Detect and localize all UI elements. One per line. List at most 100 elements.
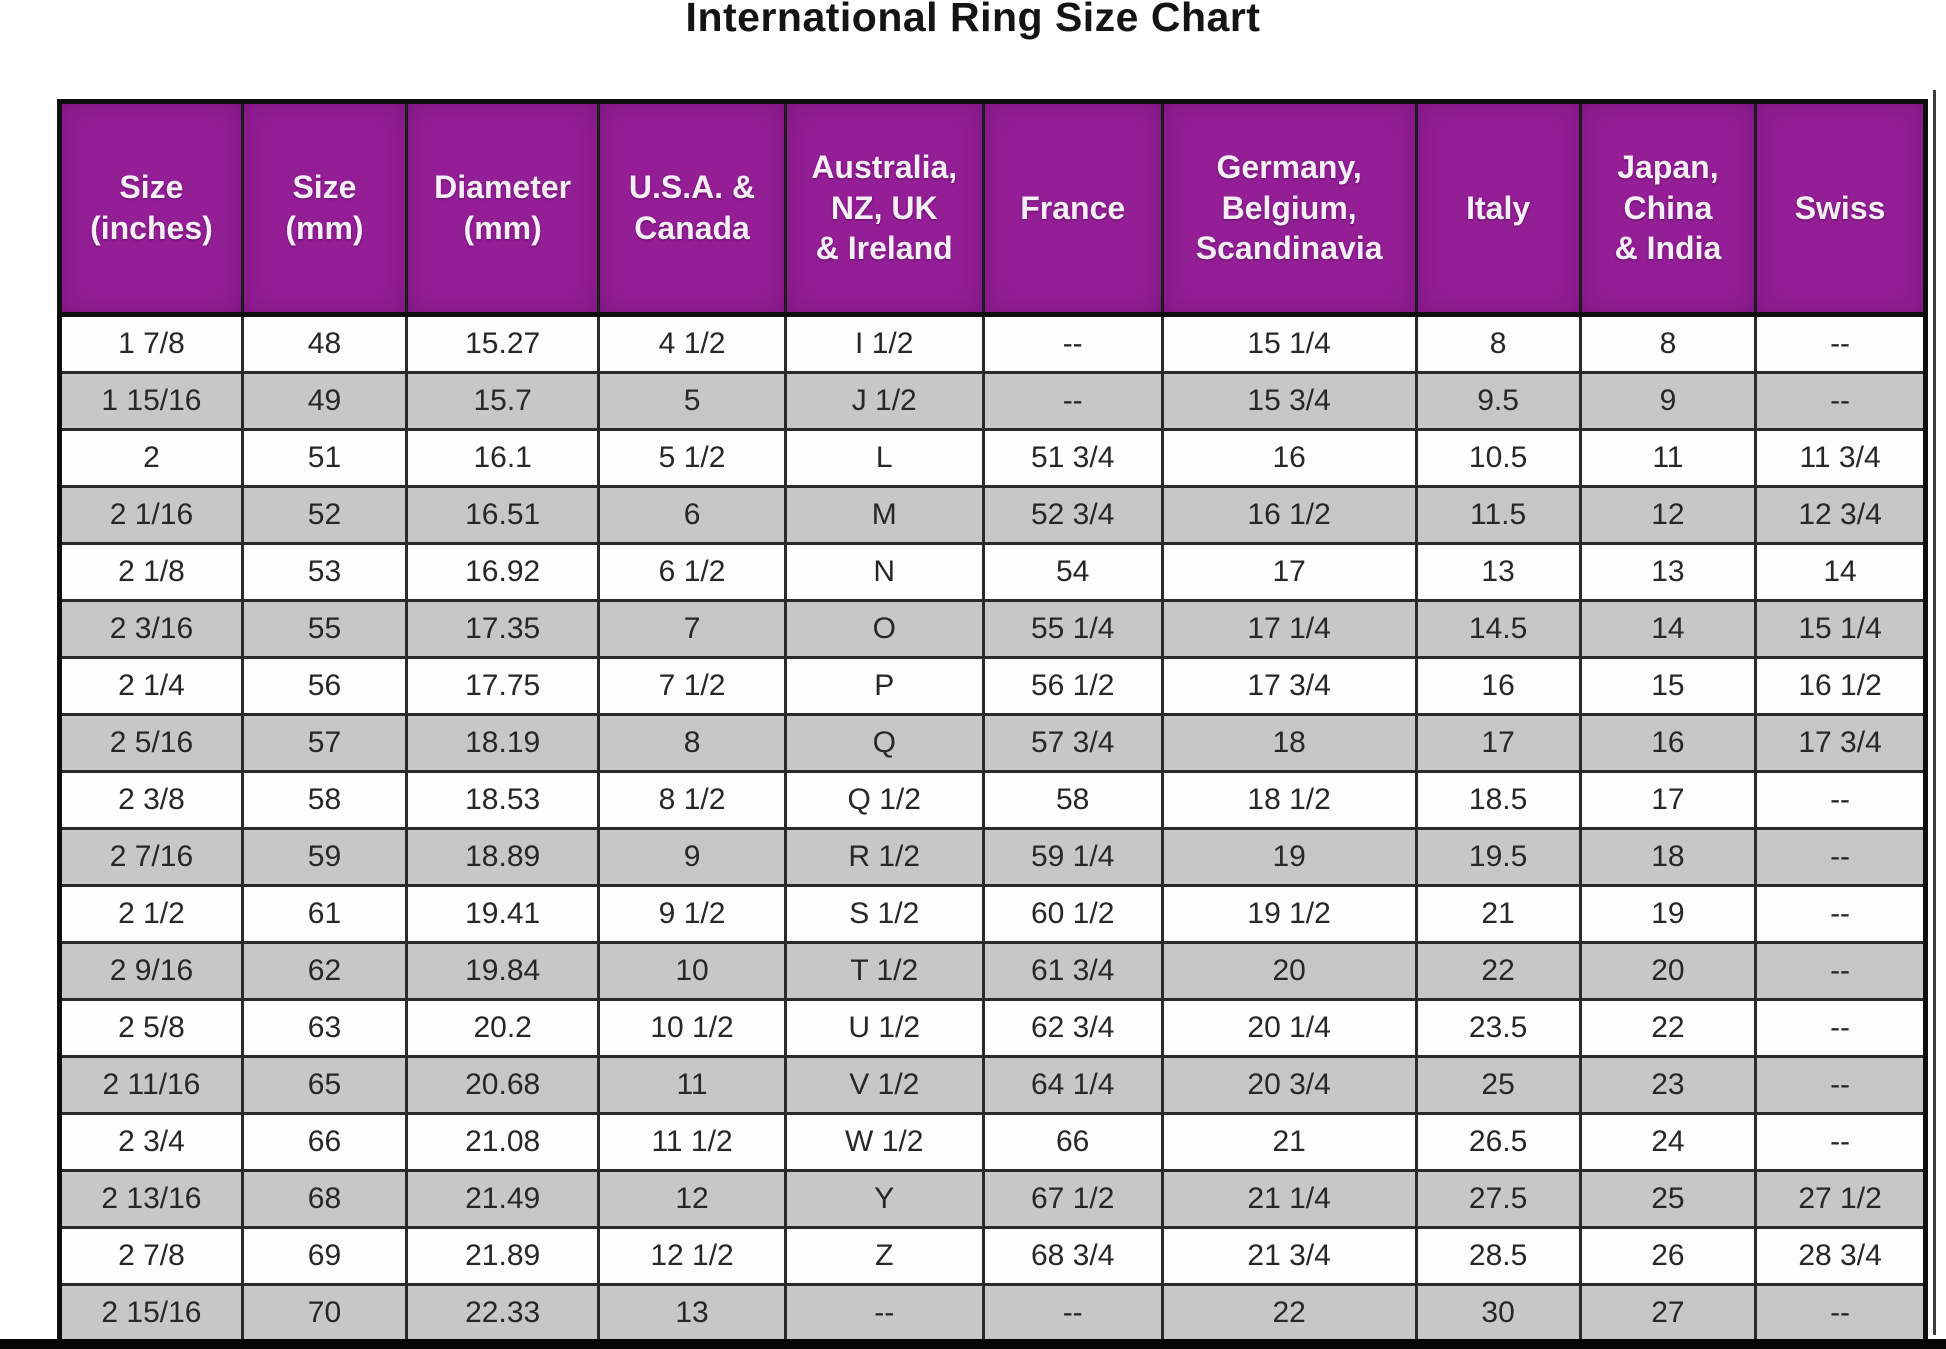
table-row: 2 1/2 61 19.41 9 1/2 S 1/2 60 1/2 19 1/2 21 19 -- — [58, 884, 1927, 944]
table-cell: 28.5 — [1414, 1226, 1582, 1286]
table-cell: 22 — [1414, 941, 1582, 1001]
table-cell: 9 — [597, 827, 787, 887]
table-cell: 27 — [1578, 1283, 1758, 1344]
table-cell: 20.2 — [405, 998, 601, 1058]
table-row: 2 7/8 69 21.89 12 1/2 Z 68 3/4 21 3/4 28.5 26 28 … — [58, 1226, 1927, 1286]
table-cell: 26.5 — [1414, 1112, 1582, 1172]
table-cell: 21 1/4 — [1160, 1169, 1418, 1229]
table-cell: 8 — [597, 713, 787, 773]
table-cell: 2 7/8 — [58, 1226, 244, 1286]
table-row: 2 3/4 66 21.08 11 1/2 W 1/2 66 21 26.5 24 -- — [58, 1112, 1927, 1172]
table-body: 1 7/8 48 15.27 4 1/2 I 1/2 -- 15 1/4 8 8 -- 1 15/1… — [58, 313, 1927, 1344]
table-cell: 21 — [1160, 1112, 1418, 1172]
table-cell: 22.33 — [405, 1283, 601, 1344]
table-cell: 57 3/4 — [981, 713, 1164, 773]
table-cell: 59 — [240, 827, 409, 887]
table-row: 2 3/8 58 18.53 8 1/2 Q 1/2 58 18 1/2 18.5 17 -- — [58, 770, 1927, 830]
table-cell: 13 — [597, 1283, 787, 1344]
table-cell: 15 1/4 — [1160, 313, 1418, 374]
header-cell-9: Swiss — [1754, 100, 1927, 317]
table-cell: 10.5 — [1414, 428, 1582, 488]
table-cell: 18 — [1160, 713, 1418, 773]
table-cell: 21 3/4 — [1160, 1226, 1418, 1286]
table-row: 2 7/16 59 18.89 9 R 1/2 59 1/4 19 19.5 18 -- — [58, 827, 1927, 887]
table-cell: 20 — [1578, 941, 1758, 1001]
table-cell: 2 3/4 — [58, 1112, 244, 1172]
table-cell: N — [783, 542, 985, 602]
table-cell: 2 3/8 — [58, 770, 244, 830]
table-cell: L — [783, 428, 985, 488]
table-cell: 10 1/2 — [597, 998, 787, 1058]
header-cell-5: France — [981, 100, 1164, 317]
table-cell: 2 3/16 — [58, 599, 244, 659]
table-cell: 11 3/4 — [1754, 428, 1927, 488]
table-cell: 14 — [1578, 599, 1758, 659]
table-cell: R 1/2 — [783, 827, 985, 887]
table-cell: 12 — [597, 1169, 787, 1229]
table-cell: -- — [1754, 371, 1927, 431]
table-cell: 69 — [240, 1226, 409, 1286]
table-cell: 17 3/4 — [1754, 713, 1927, 773]
table-cell: -- — [981, 371, 1164, 431]
table-cell: 17.75 — [405, 656, 601, 716]
table-cell: U 1/2 — [783, 998, 985, 1058]
table-cell: 2 9/16 — [58, 941, 244, 1001]
table-cell: 9.5 — [1414, 371, 1582, 431]
table-cell: -- — [1754, 1283, 1927, 1344]
table-cell: 56 1/2 — [981, 656, 1164, 716]
table-row: 2 11/16 65 20.68 11 V 1/2 64 1/4 20 3/4 25 23 -- — [58, 1055, 1927, 1115]
table-cell: 58 — [981, 770, 1164, 830]
table-cell: 17 — [1160, 542, 1418, 602]
table-cell: S 1/2 — [783, 884, 985, 944]
table-cell: 23.5 — [1414, 998, 1582, 1058]
table-cell: 53 — [240, 542, 409, 602]
table-cell: 18.5 — [1414, 770, 1582, 830]
header-cell-1: Size (mm) — [240, 100, 409, 317]
table-cell: 20 3/4 — [1160, 1055, 1418, 1115]
table-cell: 16 — [1578, 713, 1758, 773]
right-edge-line — [1933, 90, 1936, 1335]
table-row: 2 1/4 56 17.75 7 1/2 P 56 1/2 17 3/4 16 15 16 1/2 — [58, 656, 1927, 716]
table-cell: P — [783, 656, 985, 716]
table-cell: 60 1/2 — [981, 884, 1164, 944]
table-cell: -- — [981, 313, 1164, 374]
table-cell: 55 1/4 — [981, 599, 1164, 659]
table-cell: 17 1/4 — [1160, 599, 1418, 659]
table-cell: -- — [1754, 313, 1927, 374]
table-cell: 14 — [1754, 542, 1927, 602]
table-cell: 17.35 — [405, 599, 601, 659]
table-cell: Z — [783, 1226, 985, 1286]
table-cell: 49 — [240, 371, 409, 431]
table-row: 2 9/16 62 19.84 10 T 1/2 61 3/4 20 22 20 -- — [58, 941, 1927, 1001]
table-row: 2 3/16 55 17.35 7 O 55 1/4 17 1/4 14.5 14 15 1/4 — [58, 599, 1927, 659]
table-row: 2 1/8 53 16.92 6 1/2 N 54 17 13 13 14 — [58, 542, 1927, 602]
table-cell: 16 — [1414, 656, 1582, 716]
table-cell: T 1/2 — [783, 941, 985, 1001]
table-cell: 16 1/2 — [1754, 656, 1927, 716]
table-row: 1 7/8 48 15.27 4 1/2 I 1/2 -- 15 1/4 8 8 -- — [58, 313, 1927, 374]
table-cell: 8 — [1578, 313, 1758, 374]
header-cell-6: Germany, Belgium, Scandinavia — [1160, 100, 1418, 317]
table-cell: 22 — [1578, 998, 1758, 1058]
table-cell: I 1/2 — [783, 313, 985, 374]
table-cell: 62 — [240, 941, 409, 1001]
table-cell: 16.92 — [405, 542, 601, 602]
table-cell: 61 3/4 — [981, 941, 1164, 1001]
table-cell: V 1/2 — [783, 1055, 985, 1115]
table-cell: 56 — [240, 656, 409, 716]
table-cell: 28 3/4 — [1754, 1226, 1927, 1286]
table-cell: 19 1/2 — [1160, 884, 1418, 944]
table-cell: 12 3/4 — [1754, 485, 1927, 545]
table-cell: 25 — [1578, 1169, 1758, 1229]
table-cell: 13 — [1414, 542, 1582, 602]
table-cell: 11.5 — [1414, 485, 1582, 545]
table-cell: 51 3/4 — [981, 428, 1164, 488]
table-cell: 15 — [1578, 656, 1758, 716]
table-cell: 2 1/4 — [58, 656, 244, 716]
table-cell: 21 — [1414, 884, 1582, 944]
table-cell: 17 3/4 — [1160, 656, 1418, 716]
table-cell: 27 1/2 — [1754, 1169, 1927, 1229]
table-cell: 2 1/2 — [58, 884, 244, 944]
table-cell: 9 — [1578, 371, 1758, 431]
table-cell: 65 — [240, 1055, 409, 1115]
